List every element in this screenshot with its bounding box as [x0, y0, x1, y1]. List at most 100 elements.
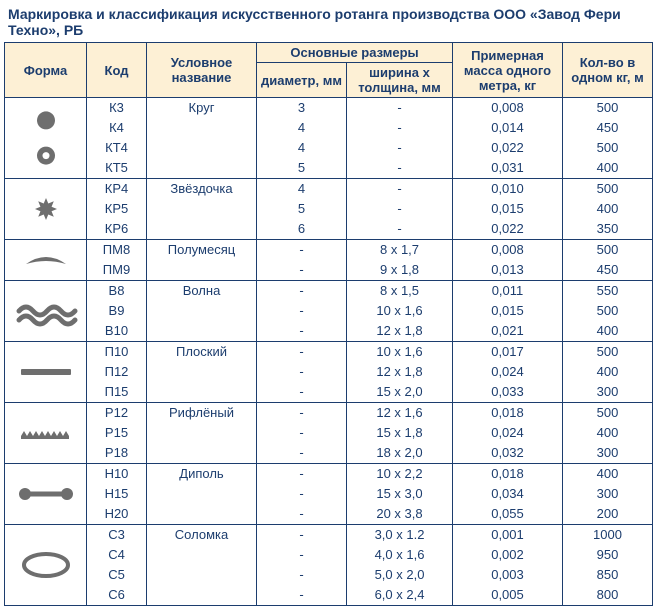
value-mass: 0,022 [453, 138, 562, 158]
cell-diameter: ---- [257, 525, 347, 606]
value-code: Р18 [87, 443, 146, 463]
value-diameter: 5 [257, 158, 346, 178]
value-code: ПМ9 [87, 260, 146, 280]
cell-qty: 500450500400 [563, 98, 653, 179]
cell-qty: 500400300 [563, 342, 653, 403]
cell-diameter: 456 [257, 179, 347, 240]
value-width-thickness: - [347, 179, 452, 199]
header-shape: Форма [5, 43, 87, 98]
value-code: В9 [87, 301, 146, 321]
cell-qty: 500450 [563, 240, 653, 281]
value-mass: 0,008 [453, 98, 562, 118]
value-mass: 0,014 [453, 118, 562, 138]
value-width-thickness: 8 x 1,5 [347, 281, 452, 301]
value-code: С5 [87, 565, 146, 585]
value-code: КТ4 [87, 138, 146, 158]
value-diameter: - [257, 382, 346, 402]
value-mass: 0,018 [453, 464, 562, 484]
cell-width-thickness: 3,0 x 1.24,0 x 1,65,0 x 2,06,0 x 2,4 [347, 525, 453, 606]
cell-diameter: --- [257, 464, 347, 525]
cell-mass: 0,0080,013 [453, 240, 563, 281]
value-diameter: - [257, 565, 346, 585]
header-width-thick: ширина x толщина, мм [347, 63, 453, 98]
value-diameter: 6 [257, 219, 346, 239]
cell-code: П10П12П15 [87, 342, 147, 403]
value-mass: 0,024 [453, 362, 562, 382]
value-qty: 350 [563, 219, 652, 239]
value-width-thickness: 15 x 1,8 [347, 423, 452, 443]
value-width-thickness: - [347, 138, 452, 158]
value-mass: 0,003 [453, 565, 562, 585]
value-mass: 0,005 [453, 585, 562, 605]
value-diameter: - [257, 321, 346, 341]
shape-icon [5, 98, 87, 179]
cell-qty: 550500400 [563, 281, 653, 342]
value-diameter: - [257, 301, 346, 321]
cell-mass: 0,0170,0240,033 [453, 342, 563, 403]
value-width-thickness: 4,0 x 1,6 [347, 545, 452, 565]
cell-width-thickness: 12 x 1,615 x 1,818 x 2,0 [347, 403, 453, 464]
cell-qty: 500400350 [563, 179, 653, 240]
value-width-thickness: 6,0 x 2,4 [347, 585, 452, 605]
header-qty: Кол-во в одном кг, м [563, 43, 653, 98]
value-diameter: - [257, 260, 346, 280]
value-qty: 400 [563, 362, 652, 382]
cell-mass: 0,0100,0150,022 [453, 179, 563, 240]
value-width-thickness: 10 x 1,6 [347, 301, 452, 321]
value-qty: 800 [563, 585, 652, 605]
value-qty: 400 [563, 321, 652, 341]
value-qty: 400 [563, 423, 652, 443]
value-code: Н20 [87, 504, 146, 524]
value-diameter: - [257, 504, 346, 524]
cell-code: Р12Р15Р18 [87, 403, 147, 464]
value-width-thickness: 9 x 1,8 [347, 260, 452, 280]
value-qty: 500 [563, 138, 652, 158]
value-diameter: - [257, 403, 346, 423]
value-diameter: 4 [257, 179, 346, 199]
value-width-thickness: 10 x 1,6 [347, 342, 452, 362]
cell-width-thickness: 8 x 1,510 x 1,612 x 1,8 [347, 281, 453, 342]
cell-diameter: --- [257, 403, 347, 464]
value-code: В8 [87, 281, 146, 301]
value-mass: 0,011 [453, 281, 562, 301]
cell-diameter: 3445 [257, 98, 347, 179]
value-width-thickness: - [347, 219, 452, 239]
cell-name: Звёздочка [147, 179, 257, 240]
value-qty: 500 [563, 403, 652, 423]
cell-qty: 500400300 [563, 403, 653, 464]
value-code: КР5 [87, 199, 146, 219]
value-code: Н10 [87, 464, 146, 484]
value-width-thickness: - [347, 98, 452, 118]
value-qty: 500 [563, 179, 652, 199]
table-body: К3К4КТ4КТ5Круг3445----0,0080,0140,0220,0… [5, 98, 653, 606]
header-name: Условное название [147, 43, 257, 98]
value-width-thickness: - [347, 158, 452, 178]
value-width-thickness: - [347, 118, 452, 138]
table-row: В8В9В10Волна---8 x 1,510 x 1,612 x 1,80,… [5, 281, 653, 342]
value-width-thickness: 5,0 x 2,0 [347, 565, 452, 585]
value-qty: 400 [563, 464, 652, 484]
value-width-thickness: 15 x 3,0 [347, 484, 452, 504]
value-mass: 0,017 [453, 342, 562, 362]
value-width-thickness: 12 x 1,8 [347, 321, 452, 341]
value-qty: 450 [563, 118, 652, 138]
value-mass: 0,001 [453, 525, 562, 545]
value-mass: 0,055 [453, 504, 562, 524]
cell-name: Диполь [147, 464, 257, 525]
cell-name: Полумесяц [147, 240, 257, 281]
header-mass: Примерная масса одного метра, кг [453, 43, 563, 98]
value-qty: 500 [563, 342, 652, 362]
table-row: КР4КР5КР6Звёздочка456---0,0100,0150,0225… [5, 179, 653, 240]
value-qty: 1000 [563, 525, 652, 545]
cell-qty: 1000950850800 [563, 525, 653, 606]
value-width-thickness: 8 x 1,7 [347, 240, 452, 260]
value-diameter: - [257, 484, 346, 504]
value-code: П12 [87, 362, 146, 382]
table-row: К3К4КТ4КТ5Круг3445----0,0080,0140,0220,0… [5, 98, 653, 179]
value-qty: 500 [563, 240, 652, 260]
value-mass: 0,008 [453, 240, 562, 260]
value-width-thickness: 15 x 2,0 [347, 382, 452, 402]
value-width-thickness: 3,0 x 1.2 [347, 525, 452, 545]
shape-icon [5, 240, 87, 281]
shape-icon [5, 281, 87, 342]
